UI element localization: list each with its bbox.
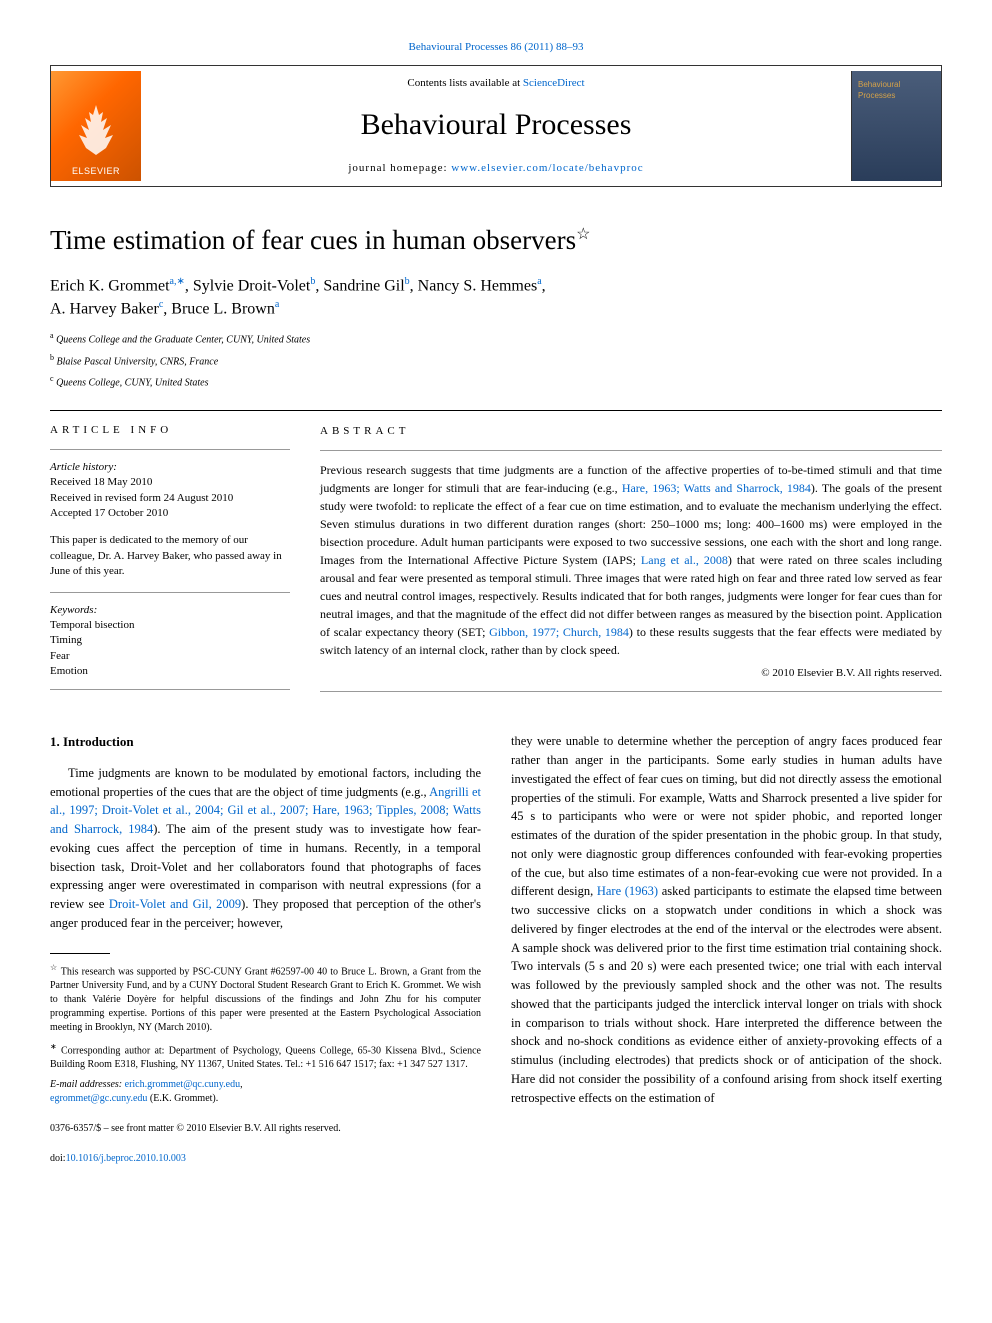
footnote-funding-text: This research was supported by PSC-CUNY … bbox=[50, 966, 481, 1033]
aff-c-text: Queens College, CUNY, United States bbox=[56, 377, 208, 388]
footnote-funding: ☆ This research was supported by PSC-CUN… bbox=[50, 962, 481, 1035]
divider bbox=[50, 410, 942, 411]
email-link-2[interactable]: egrommet@gc.cuny.edu bbox=[50, 1093, 147, 1104]
sciencedirect-link[interactable]: ScienceDirect bbox=[523, 77, 585, 89]
divider bbox=[320, 691, 942, 692]
footnote-star-icon: ☆ bbox=[50, 963, 58, 972]
abstract-copyright: © 2010 Elsevier B.V. All rights reserved… bbox=[320, 665, 942, 682]
email-link-1[interactable]: erich.grommet@qc.cuny.edu bbox=[125, 1079, 240, 1090]
affiliation-c: c Queens College, CUNY, United States bbox=[50, 373, 942, 390]
footnote-asterisk-icon: ∗ bbox=[50, 1042, 57, 1051]
affiliations-block: a Queens College and the Graduate Center… bbox=[50, 330, 942, 390]
title-text: Time estimation of fear cues in human ob… bbox=[50, 225, 576, 255]
footnote-separator bbox=[50, 953, 110, 954]
body-paragraph-continued: they were unable to determine whether th… bbox=[511, 732, 942, 1107]
doi-line: doi:10.1016/j.beproc.2010.10.003 bbox=[50, 1151, 481, 1166]
cover-title: Behavioural Processes bbox=[858, 79, 935, 101]
intro-heading: 1. Introduction bbox=[50, 732, 481, 752]
abstract-cite-1[interactable]: Hare, 1963; Watts and Sharrock, 1984 bbox=[622, 481, 811, 495]
footnote-corresponding: ∗ Corresponding author at: Department of… bbox=[50, 1041, 481, 1072]
aff-a-text: Queens College and the Graduate Center, … bbox=[56, 335, 310, 346]
divider bbox=[50, 449, 290, 450]
divider bbox=[50, 689, 290, 690]
journal-header-box: ELSEVIER Contents lists available at Sci… bbox=[50, 65, 942, 187]
history-label: Article history: bbox=[50, 460, 290, 475]
keywords-label: Keywords: bbox=[50, 603, 290, 618]
journal-name: Behavioural Processes bbox=[151, 104, 841, 146]
author-6: , Bruce L. Brown bbox=[163, 300, 275, 317]
keyword-3: Fear bbox=[50, 649, 290, 664]
keyword-4: Emotion bbox=[50, 664, 290, 679]
abstract-cite-3[interactable]: Gibbon, 1977; Church, 1984 bbox=[489, 625, 629, 639]
body-text: asked participants to estimate the elaps… bbox=[511, 884, 942, 1104]
affiliation-a: a Queens College and the Graduate Center… bbox=[50, 330, 942, 347]
revised-date: Received in revised form 24 August 2010 bbox=[50, 491, 290, 506]
body-column-left: 1. Introduction Time judgments are known… bbox=[50, 732, 481, 1166]
authors-line: Erich K. Grommeta,∗, Sylvie Droit-Voletb… bbox=[50, 275, 942, 320]
abstract-column: ABSTRACT Previous research suggests that… bbox=[320, 423, 942, 702]
journal-cover-thumbnail: Behavioural Processes bbox=[851, 71, 941, 181]
publisher-logo: ELSEVIER bbox=[51, 71, 141, 181]
history-dates: Received 18 May 2010 Received in revised… bbox=[50, 475, 290, 521]
homepage-prefix: journal homepage: bbox=[348, 162, 451, 174]
divider bbox=[320, 450, 942, 451]
page-header-citation: Behavioural Processes 86 (2011) 88–93 bbox=[50, 40, 942, 55]
issn-line: 0376-6357/$ – see front matter © 2010 El… bbox=[50, 1121, 481, 1136]
citation-link[interactable]: Behavioural Processes 86 (2011) 88–93 bbox=[409, 41, 584, 53]
email-label: E-mail addresses: bbox=[50, 1079, 125, 1090]
article-title: Time estimation of fear cues in human ob… bbox=[50, 222, 942, 260]
divider bbox=[50, 592, 290, 593]
keyword-2: Timing bbox=[50, 633, 290, 648]
info-abstract-row: ARTICLE INFO Article history: Received 1… bbox=[50, 423, 942, 702]
dedication-text: This paper is dedicated to the memory of… bbox=[50, 533, 290, 579]
author-1-sup: a,∗ bbox=[170, 276, 185, 287]
author-4: , Nancy S. Hemmes bbox=[410, 277, 538, 294]
author-6-sup: a bbox=[275, 299, 279, 310]
author-3: , Sandrine Gil bbox=[315, 277, 404, 294]
accepted-date: Accepted 17 October 2010 bbox=[50, 506, 290, 521]
homepage-link[interactable]: www.elsevier.com/locate/behavproc bbox=[451, 162, 643, 174]
aff-b-text: Blaise Pascal University, CNRS, France bbox=[57, 356, 219, 367]
header-middle: Contents lists available at ScienceDirec… bbox=[141, 66, 851, 186]
body-text: they were unable to determine whether th… bbox=[511, 734, 942, 898]
article-info-label: ARTICLE INFO bbox=[50, 423, 290, 438]
title-footnote-marker: ☆ bbox=[576, 226, 590, 243]
contents-prefix: Contents lists available at bbox=[407, 77, 522, 89]
author-2: , Sylvie Droit-Volet bbox=[185, 277, 310, 294]
footnote-corresponding-text: Corresponding author at: Department of P… bbox=[50, 1045, 481, 1070]
body-text: Time judgments are known to be modulated… bbox=[50, 766, 481, 799]
contents-line: Contents lists available at ScienceDirec… bbox=[151, 76, 841, 91]
received-date: Received 18 May 2010 bbox=[50, 475, 290, 490]
abstract-cite-2[interactable]: Lang et al., 2008 bbox=[641, 553, 728, 567]
homepage-line: journal homepage: www.elsevier.com/locat… bbox=[151, 161, 841, 176]
author-5: A. Harvey Baker bbox=[50, 300, 159, 317]
publisher-name: ELSEVIER bbox=[55, 165, 137, 178]
author-1: Erich K. Grommet bbox=[50, 277, 170, 294]
affiliation-b: b Blaise Pascal University, CNRS, France bbox=[50, 352, 942, 369]
abstract-paragraph: Previous research suggests that time jud… bbox=[320, 461, 942, 659]
footnote-email: E-mail addresses: erich.grommet@qc.cuny.… bbox=[50, 1078, 481, 1106]
body-cite-3[interactable]: Hare (1963) bbox=[597, 884, 658, 898]
intro-paragraph: Time judgments are known to be modulated… bbox=[50, 764, 481, 933]
aff-a-sup: a bbox=[50, 331, 54, 340]
email-sep: , bbox=[240, 1079, 243, 1090]
email-tail: (E.K. Grommet). bbox=[147, 1093, 218, 1104]
aff-c-sup: c bbox=[50, 374, 54, 383]
abstract-label: ABSTRACT bbox=[320, 423, 942, 440]
body-column-right: they were unable to determine whether th… bbox=[511, 732, 942, 1166]
body-cite-2[interactable]: Droit-Volet and Gil, 2009 bbox=[109, 897, 241, 911]
doi-link[interactable]: 10.1016/j.beproc.2010.10.003 bbox=[66, 1153, 186, 1164]
keyword-1: Temporal bisection bbox=[50, 618, 290, 633]
article-info-column: ARTICLE INFO Article history: Received 1… bbox=[50, 423, 290, 702]
aff-b-sup: b bbox=[50, 353, 54, 362]
author-sep: , bbox=[542, 277, 546, 294]
doi-prefix: doi: bbox=[50, 1153, 66, 1164]
body-columns: 1. Introduction Time judgments are known… bbox=[50, 732, 942, 1166]
elsevier-tree-icon bbox=[71, 100, 121, 160]
